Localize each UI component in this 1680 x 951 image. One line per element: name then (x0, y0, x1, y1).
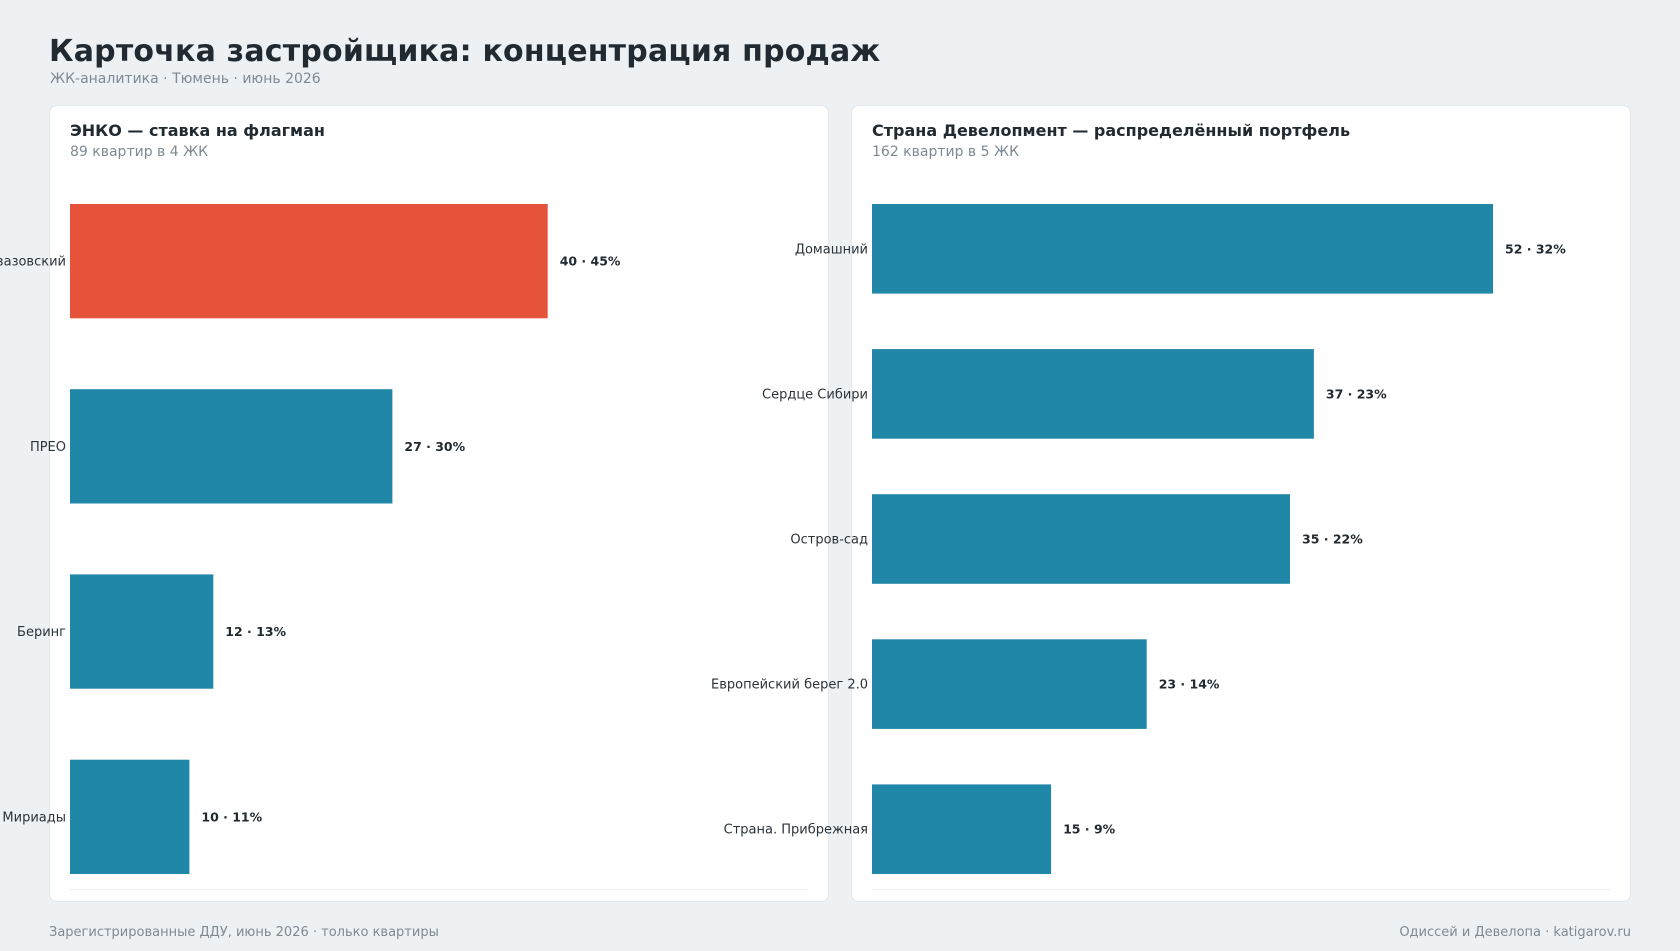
category-label: ПРЕО (30, 440, 66, 455)
bar-3 (872, 494, 1290, 584)
category-label: Беринг (17, 625, 66, 640)
value-label: 15 · 9% (1063, 822, 1116, 837)
bar-5 (872, 784, 1052, 874)
value-label: 12 · 13% (225, 624, 286, 639)
value-label: 23 · 14% (1159, 677, 1220, 692)
category-label: Мириады (2, 810, 66, 825)
bar-1 (872, 204, 1493, 294)
bar-chart-strana: Домашний 52 · 32% Сердце Сибири 37 · 23% Ост… (711, 204, 1566, 874)
bar-1 (70, 204, 548, 319)
value-label: 37 · 23% (1326, 386, 1387, 401)
category-label: Остров-сад (790, 533, 868, 548)
chart-subtitle: 162 квартир в 5 ЖК (872, 144, 1020, 160)
category-label: Домашний (795, 242, 868, 257)
category-label: Айвазовский (0, 255, 66, 270)
chart-baseline-divider (872, 889, 1610, 890)
bar-3 (70, 574, 214, 689)
page-title: Карточка застройщика: концентрация прода… (49, 34, 881, 69)
bar-4 (70, 759, 190, 874)
chart-subtitle: 89 квартир в 4 ЖК (70, 144, 209, 160)
bar-chart-enko: Айвазовский 40 · 45% ПРЕО 27 · 30% Беринг 12 … (0, 204, 621, 874)
chart-baseline-divider (70, 889, 808, 890)
footer-credit: Одиссей и Девелопа · katigarov.ru (1399, 925, 1631, 940)
value-label: 40 · 45% (560, 254, 621, 269)
value-label: 35 · 22% (1302, 532, 1363, 547)
chart-title: ЭНКО — ставка на флагман (70, 121, 325, 140)
page-subtitle: ЖК-аналитика · Тюмень · июнь 2026 (50, 71, 321, 87)
bar-2 (872, 349, 1314, 439)
category-label: Страна. Прибрежная (724, 823, 868, 838)
value-label: 52 · 32% (1505, 241, 1566, 256)
category-label: Европейский берег 2.0 (711, 678, 868, 693)
value-label: 27 · 30% (404, 439, 465, 454)
bar-4 (872, 639, 1147, 729)
footer-source: Зарегистрированные ДДУ, июнь 2026 · толь… (49, 925, 439, 940)
value-label: 10 · 11% (201, 809, 262, 824)
chart-card-strana: Страна Девелопмент — распределённый порт… (711, 105, 1631, 902)
chart-title: Страна Девелопмент — распределённый порт… (872, 121, 1351, 140)
category-label: Сердце Сибири (762, 387, 868, 402)
chart-card-enko: ЭНКО — ставка на флагман 89 квартир в 4 … (0, 105, 829, 902)
bar-2 (70, 389, 393, 504)
